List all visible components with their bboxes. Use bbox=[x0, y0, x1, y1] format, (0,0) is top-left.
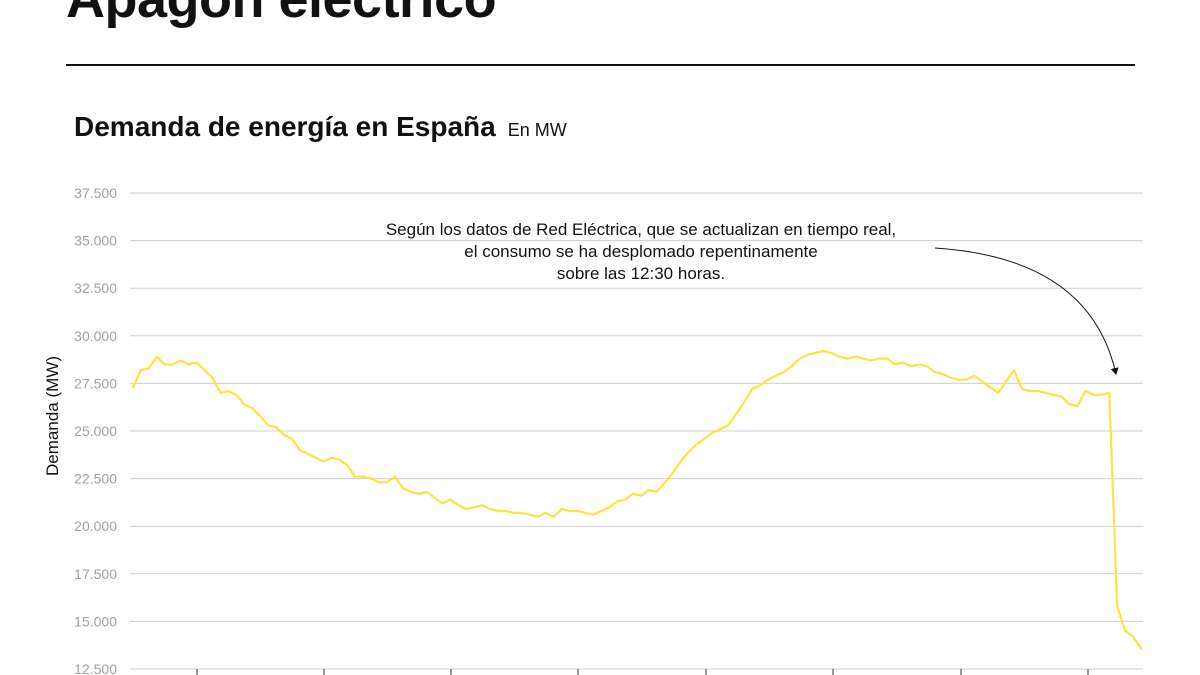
headline: Apagón eléctrico bbox=[66, 0, 497, 26]
gridlines bbox=[130, 192, 1143, 670]
annotation-line-2: el consumo se ha desplomado repentinamen… bbox=[464, 242, 817, 261]
demand-series-line bbox=[131, 349, 1143, 650]
y-tick-label: 30.000 bbox=[74, 328, 117, 344]
annotation-line-1: Según los datos de Red Eléctrica, que se… bbox=[386, 220, 896, 239]
chart-unit: En MW bbox=[507, 120, 567, 140]
y-tick-label: 37.500 bbox=[74, 185, 117, 201]
y-axis-title: Demanda (MW) bbox=[43, 356, 62, 476]
x-axis-ticks bbox=[196, 669, 1089, 675]
header-divider bbox=[66, 64, 1135, 66]
y-tick-label: 32.500 bbox=[74, 280, 117, 296]
y-tick-label: 35.000 bbox=[74, 233, 117, 249]
y-tick-label: 12.500 bbox=[74, 661, 117, 675]
y-tick-label: 20.000 bbox=[74, 518, 117, 534]
annotation-line-3: sobre las 12:30 horas. bbox=[557, 264, 725, 283]
y-tick-label: 15.000 bbox=[74, 613, 117, 629]
chart-title-block: Demanda de energía en España En MW bbox=[74, 111, 567, 143]
annotation-arrow bbox=[934, 247, 1119, 375]
y-axis-tick-labels: 37.500 35.000 32.500 30.000 27.500 25.000 22.5… bbox=[74, 185, 117, 675]
y-tick-label: 25.000 bbox=[74, 423, 117, 439]
y-tick-label: 27.500 bbox=[74, 375, 117, 391]
annotation: Según los datos de Red Eléctrica, que se… bbox=[386, 220, 1119, 375]
y-tick-label: 17.500 bbox=[74, 566, 117, 582]
y-tick-label: 22.500 bbox=[74, 471, 117, 487]
chart-title: Demanda de energía en España bbox=[74, 111, 496, 142]
